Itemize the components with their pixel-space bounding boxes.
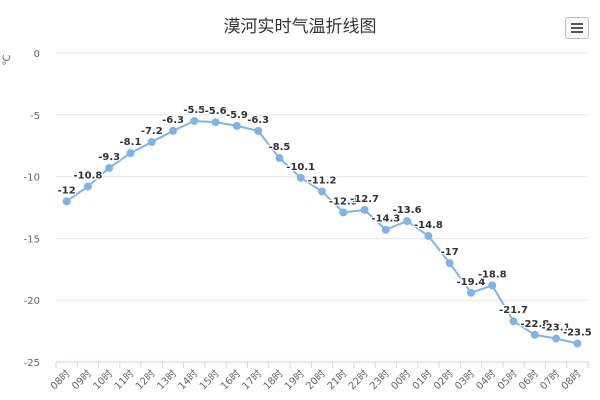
temperature-series	[62, 116, 582, 348]
data-label: -21.7	[499, 305, 528, 316]
data-label: -8.1	[120, 137, 142, 148]
x-tick-label: 10时	[91, 368, 116, 393]
x-tick-label: 14时	[176, 368, 201, 393]
data-label: -9.3	[98, 152, 120, 163]
data-point	[211, 118, 220, 127]
y-axis-label: ℃	[2, 54, 13, 65]
data-label: -23.1	[542, 323, 571, 334]
data-point	[62, 197, 71, 206]
x-tick-label: 00时	[389, 368, 414, 393]
x-tick-label: 16时	[218, 368, 243, 393]
data-label: -10.8	[74, 170, 103, 181]
data-label: -11.2	[308, 175, 337, 186]
data-point	[147, 137, 156, 146]
x-tick-label: 13时	[155, 368, 180, 393]
x-tick-label: 15时	[197, 368, 222, 393]
data-point	[488, 281, 497, 290]
x-tick-label: 08时	[48, 368, 73, 393]
data-label: -17	[441, 247, 459, 258]
data-label: -23.5	[563, 327, 592, 338]
y-axis-ticks: 0 -5 -10 -15 -20 -25	[24, 49, 40, 369]
data-point	[445, 259, 454, 268]
y-tick-label: -20	[24, 296, 40, 307]
x-tick-label: 12时	[133, 368, 158, 393]
x-axis: 08时09时10时11时12时13时14时15时16时17时18时19时20时2…	[48, 361, 589, 393]
x-tick-label: 02时	[431, 368, 456, 393]
data-point	[509, 317, 518, 326]
data-label: -14.8	[414, 220, 443, 231]
data-label: -5.9	[226, 110, 248, 121]
data-label: -6.3	[247, 115, 269, 126]
menu-icon[interactable]	[565, 17, 589, 39]
x-tick-label: 07时	[538, 368, 563, 393]
x-tick-label: 01时	[410, 368, 435, 393]
x-tick-label: 03时	[453, 368, 478, 393]
x-tick-label: 06时	[516, 368, 541, 393]
data-label: -12.9	[329, 196, 358, 207]
data-point	[360, 205, 369, 214]
data-point	[552, 334, 561, 343]
y-tick-label: -10	[24, 173, 40, 184]
y-tick-label: -5	[30, 111, 40, 122]
data-point	[381, 225, 390, 234]
x-tick-label: 18时	[261, 368, 286, 393]
data-label: -10.1	[286, 162, 315, 173]
data-point	[530, 330, 539, 339]
x-tick-label: 20时	[304, 368, 329, 393]
data-label: -22.8	[520, 319, 549, 330]
y-tick-label: -15	[24, 234, 40, 245]
data-point	[275, 154, 284, 163]
data-point	[105, 163, 114, 172]
y-tick-label: -25	[24, 358, 40, 369]
data-point	[126, 149, 135, 158]
data-point	[573, 339, 582, 348]
data-point	[83, 182, 92, 191]
data-label: -5.5	[183, 105, 205, 116]
x-tick-label: 09时	[69, 368, 94, 393]
data-label: -5.6	[205, 106, 227, 117]
x-tick-label: 19时	[282, 368, 307, 393]
x-tick-label: 04时	[474, 368, 499, 393]
x-tick-label: 17时	[240, 368, 265, 393]
data-labels: -12-10.8-9.3-8.1-7.2-6.3-5.5 -5.6 -5.9 -6.3…	[56, 104, 593, 340]
data-point	[232, 121, 241, 130]
data-point	[403, 217, 412, 226]
data-label: -13.6	[393, 205, 422, 216]
data-point	[190, 116, 199, 125]
x-tick-label: 21时	[325, 368, 350, 393]
data-point	[466, 288, 475, 297]
y-tick-label: 0	[34, 49, 40, 60]
data-point	[169, 126, 178, 135]
data-label: -12.7	[350, 194, 379, 205]
x-tick-label: 23时	[367, 368, 392, 393]
data-label: -18.8	[478, 269, 507, 280]
data-label: -19.4	[457, 277, 486, 288]
data-label: -12	[58, 185, 76, 196]
x-tick-label: 05时	[495, 368, 520, 393]
grid-lines	[56, 52, 588, 301]
data-label: -14.3	[371, 214, 400, 225]
data-point	[339, 208, 348, 217]
data-label: -8.5	[269, 142, 291, 153]
data-label: -7.2	[141, 126, 163, 137]
data-label: -6.3	[162, 115, 184, 126]
data-point	[424, 231, 433, 240]
data-point	[254, 126, 263, 135]
x-tick-label: 11时	[112, 368, 137, 393]
x-tick-label: 22时	[346, 368, 371, 393]
chart-title: 漠河实时气温折线图	[223, 17, 377, 37]
data-point	[318, 187, 326, 196]
data-point	[296, 173, 305, 182]
x-tick-label: 08时	[559, 368, 584, 393]
